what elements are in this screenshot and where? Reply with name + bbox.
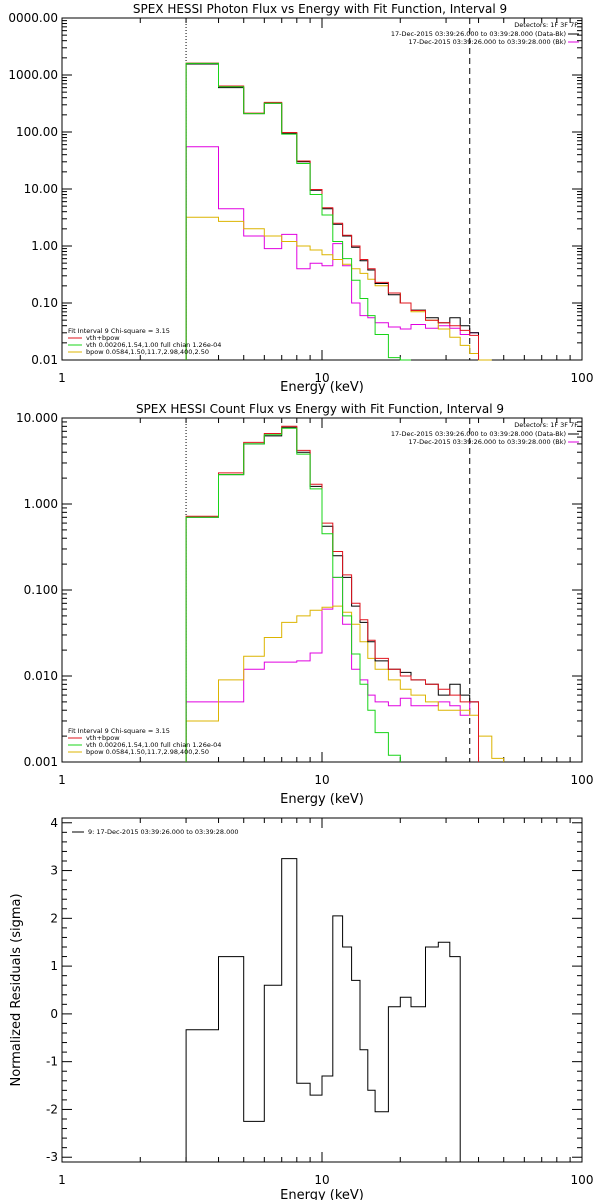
info-text: Detectors: 1F 3F 7F 17-Dec-2015 03:39:26… [391,21,579,46]
y-tick-label: 0.01 [31,353,58,367]
x-axis-label: Energy (keV) [280,1188,364,1200]
axis-ticks: 1 10 100 -3 -2 -1 0 1 2 3 4 [46,816,593,1187]
fit-range-lines [185,18,471,360]
chart-title: SPEX HESSI Photon Flux vs Energy with Fi… [133,2,507,16]
info-text: Detectors: 1F 3F 7F 17-Dec-2015 03:39:26… [391,421,579,446]
legend: Fit Interval 9 Chi-square = 3.15 vth+bpo… [68,727,221,756]
detectors-label: Detectors: 1F 3F 7F [514,21,578,29]
series-bpow [185,605,505,762]
legend-sum: vth+bpow [86,334,120,342]
y-tick-label: 10.00 [24,182,58,196]
y-tick-label: 1 [50,959,58,973]
x-tick-label: 100 [571,773,594,787]
x-tick-label: 10 [314,773,329,787]
legend-bpow: bpow 0.0584,1.50,11.7,2.98,400,2.50 [86,348,209,356]
series-sum [185,425,479,762]
series-data [185,858,461,1162]
series-sum [185,62,479,360]
axis-ticks: 1 10 100 0.01 0.10 1.00 10.00 100.00 1000.00 0000… [8,11,593,385]
y-tick-label: 0.100 [24,583,58,597]
x-tick-label: 100 [571,1173,594,1187]
y-tick-label: 0.001 [24,755,58,769]
y-tick-label: 4 [50,816,58,830]
y-tick-label: -3 [46,1150,58,1164]
legend-sum: vth+bpow [86,734,120,742]
legend-vth: vth 0.00206,1.54,1.00 full chian 1.26e-0… [86,741,221,749]
bk-label: 17-Dec-2015 03:39:26.000 to 03:39:28.000… [409,38,567,46]
y-tick-label: 100.00 [16,125,58,139]
legend-fit-info: Fit Interval 9 Chi-square = 3.15 [68,327,170,335]
axis-ticks: 1 10 100 0.001 0.010 0.100 1.000 10.000 [16,411,593,787]
legend: 9: 17-Dec-2015 03:39:26.000 to 03:39:28.… [72,828,239,836]
y-axis-label: Normalized Residuals (sigma) [9,893,24,1086]
y-tick-label: 3 [50,864,58,878]
bk-label: 17-Dec-2015 03:39:26.000 to 03:39:28.000… [409,438,567,446]
chart-title: SPEX HESSI Count Flux vs Energy with Fit… [136,402,504,416]
y-tick-label: -2 [46,1102,58,1116]
plot-frame [61,817,583,1163]
series-vth [185,427,401,762]
data-minus-bk-label: 17-Dec-2015 03:39:26.000 to 03:39:28.000… [391,430,566,438]
y-tick-label: 2 [50,911,58,925]
legend-fit-info: Fit Interval 9 Chi-square = 3.15 [68,727,170,735]
fit-range-lines [185,418,471,762]
legend-residuals: 9: 17-Dec-2015 03:39:26.000 to 03:39:28.… [88,828,239,836]
count-flux-panel: SPEX HESSI Count Flux vs Energy with Fit… [16,402,593,807]
y-tick-label: 1000.00 [8,68,58,82]
series-bpow [185,216,492,361]
legend-vth: vth 0.00206,1.54,1.00 full chian 1.26e-0… [86,341,221,349]
legend-bpow: bpow 0.0584,1.50,11.7,2.98,400,2.50 [86,748,209,756]
series-group [185,62,492,361]
y-tick-label: 0000.00 [8,11,58,25]
series-vth [185,62,411,361]
x-axis-label: Energy (keV) [280,380,364,395]
x-tick-label: 100 [571,371,594,385]
series-group [185,858,461,1162]
x-axis-label: Energy (keV) [280,792,364,807]
data-minus-bk-label: 17-Dec-2015 03:39:26.000 to 03:39:28.000… [391,30,566,38]
x-tick-label: 1 [58,371,66,385]
series-bg [185,576,479,762]
detectors-label: Detectors: 1F 3F 7F [514,421,578,429]
series-bg [185,146,479,360]
y-tick-label: 0.10 [31,296,58,310]
y-tick-label: 0 [50,1007,58,1021]
residuals-panel: 1 10 100 -3 -2 -1 0 1 2 3 4 9: 17-Dec-2015 03:39:2… [9,816,593,1200]
x-tick-label: 1 [58,1173,66,1187]
y-tick-label: 1.000 [24,497,58,511]
y-tick-label: -1 [46,1055,58,1069]
y-tick-label: 10.000 [16,411,58,425]
x-tick-label: 10 [314,1173,329,1187]
series-group [185,425,505,762]
y-tick-label: 0.010 [24,669,58,683]
x-tick-label: 10 [314,371,329,385]
x-tick-label: 1 [58,773,66,787]
legend: Fit Interval 9 Chi-square = 3.15 vth+bpo… [68,327,221,356]
photon-flux-panel: SPEX HESSI Photon Flux vs Energy with Fi… [8,2,593,395]
plot-frame [61,417,583,763]
y-tick-label: 1.00 [31,239,58,253]
